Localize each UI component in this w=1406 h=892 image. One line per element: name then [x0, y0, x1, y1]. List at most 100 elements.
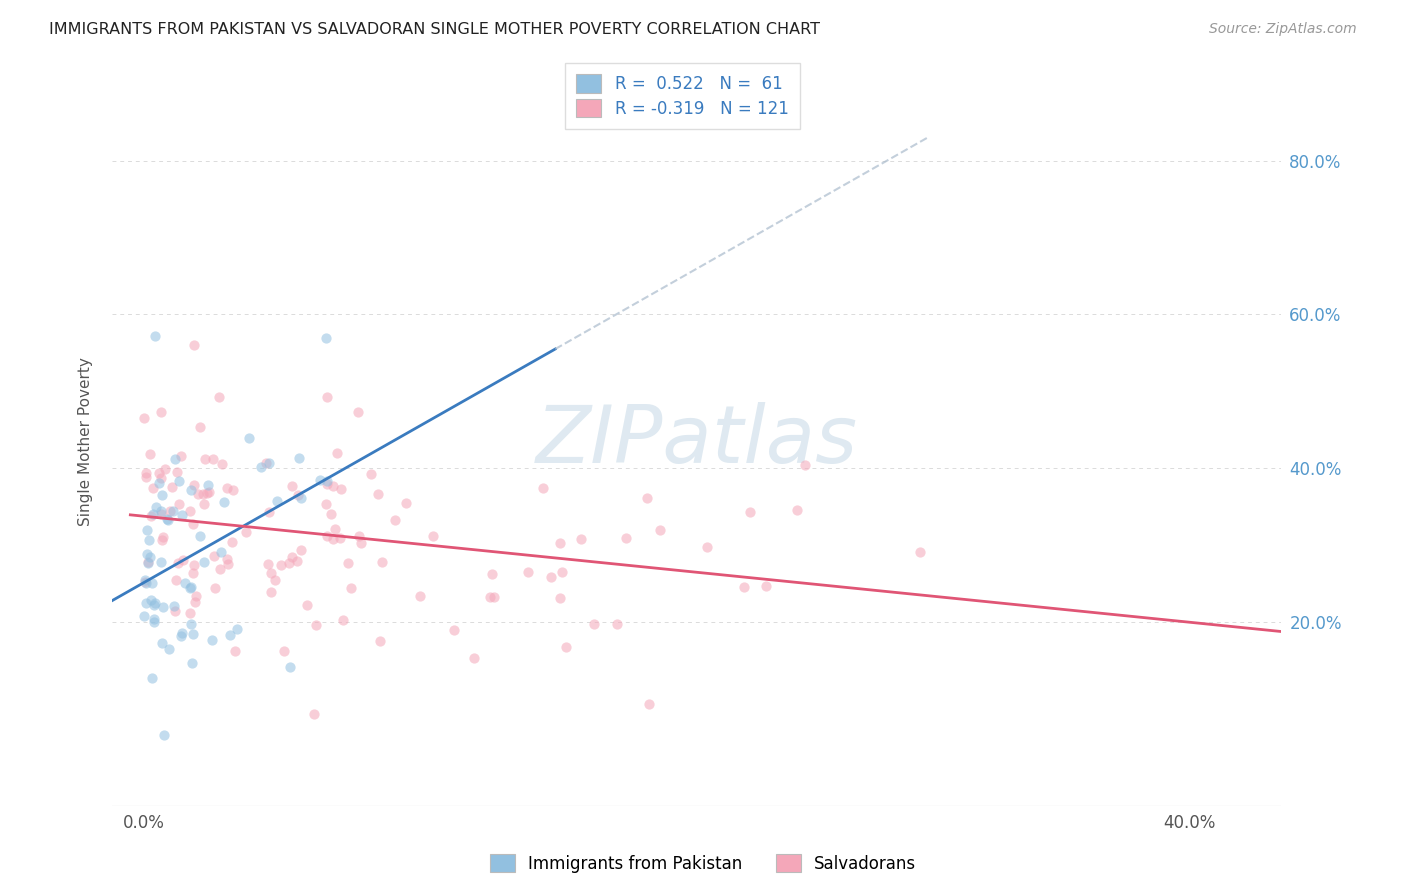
Point	[170, 449, 193, 463]
Point	[516, 565, 538, 579]
Point	[150, 533, 173, 548]
Point	[143, 612, 166, 626]
Point	[204, 581, 226, 595]
Point	[463, 651, 485, 665]
Point	[162, 504, 184, 518]
Point	[235, 525, 257, 540]
Point	[478, 590, 501, 604]
Point	[316, 391, 339, 405]
Point	[263, 573, 285, 587]
Point	[156, 513, 179, 527]
Point	[614, 532, 637, 546]
Point	[315, 528, 337, 542]
Point	[135, 597, 157, 611]
Point	[256, 557, 278, 571]
Point	[260, 585, 283, 599]
Point	[347, 529, 370, 543]
Point	[360, 467, 382, 481]
Point	[198, 484, 221, 499]
Point	[135, 470, 157, 484]
Point	[554, 640, 576, 654]
Point	[172, 553, 194, 567]
Point	[347, 405, 370, 419]
Point	[548, 536, 571, 550]
Point	[484, 590, 506, 604]
Point	[167, 557, 190, 571]
Point	[141, 671, 163, 685]
Point	[145, 500, 167, 514]
Point	[152, 636, 174, 650]
Point	[288, 450, 311, 465]
Point	[166, 465, 188, 479]
Point	[159, 503, 181, 517]
Point	[181, 627, 204, 641]
Point	[217, 552, 239, 566]
Legend: R =  0.522   N =  61, R = -0.319   N = 121: R = 0.522 N = 61, R = -0.319 N = 121	[565, 62, 800, 129]
Point	[193, 487, 215, 501]
Point	[606, 617, 628, 632]
Point	[384, 513, 406, 527]
Point	[321, 507, 343, 521]
Point	[315, 497, 337, 511]
Point	[141, 575, 163, 590]
Point	[193, 497, 215, 511]
Point	[134, 608, 156, 623]
Point	[152, 599, 174, 614]
Point	[548, 591, 571, 606]
Point	[152, 530, 174, 544]
Point	[180, 483, 202, 497]
Point	[211, 458, 233, 472]
Point	[139, 550, 162, 565]
Point	[315, 474, 337, 488]
Point	[181, 566, 204, 580]
Point	[329, 531, 352, 545]
Point	[409, 589, 432, 603]
Point	[786, 502, 808, 516]
Point	[285, 554, 308, 568]
Point	[637, 697, 659, 711]
Point	[218, 628, 240, 642]
Point	[139, 508, 162, 523]
Point	[733, 580, 755, 594]
Point	[135, 575, 157, 590]
Point	[260, 566, 283, 580]
Point	[180, 616, 202, 631]
Point	[183, 477, 205, 491]
Point	[238, 431, 260, 445]
Point	[172, 626, 194, 640]
Point	[793, 458, 815, 473]
Point	[755, 578, 778, 592]
Point	[157, 641, 180, 656]
Point	[211, 545, 233, 559]
Point	[183, 594, 205, 608]
Point	[696, 540, 718, 554]
Point	[143, 615, 166, 630]
Point	[202, 549, 225, 564]
Point	[134, 411, 156, 425]
Point	[217, 557, 239, 571]
Point	[208, 562, 231, 576]
Point	[183, 558, 205, 573]
Point	[188, 529, 211, 543]
Text: IMMIGRANTS FROM PAKISTAN VS SALVADORAN SINGLE MOTHER POVERTY CORRELATION CHART: IMMIGRANTS FROM PAKISTAN VS SALVADORAN S…	[49, 22, 820, 37]
Point	[165, 604, 187, 618]
Point	[371, 555, 394, 569]
Point	[167, 497, 190, 511]
Point	[163, 599, 186, 613]
Text: Source: ZipAtlas.com: Source: ZipAtlas.com	[1209, 22, 1357, 37]
Point	[167, 474, 190, 488]
Point	[135, 523, 157, 537]
Point	[202, 452, 225, 467]
Point	[150, 504, 173, 518]
Point	[322, 479, 344, 493]
Point	[315, 331, 337, 345]
Point	[738, 505, 761, 519]
Point	[138, 533, 160, 548]
Point	[183, 338, 205, 352]
Point	[212, 495, 235, 509]
Point	[329, 482, 352, 496]
Point	[195, 485, 218, 500]
Point	[208, 390, 231, 404]
Point	[339, 581, 361, 595]
Point	[197, 478, 219, 492]
